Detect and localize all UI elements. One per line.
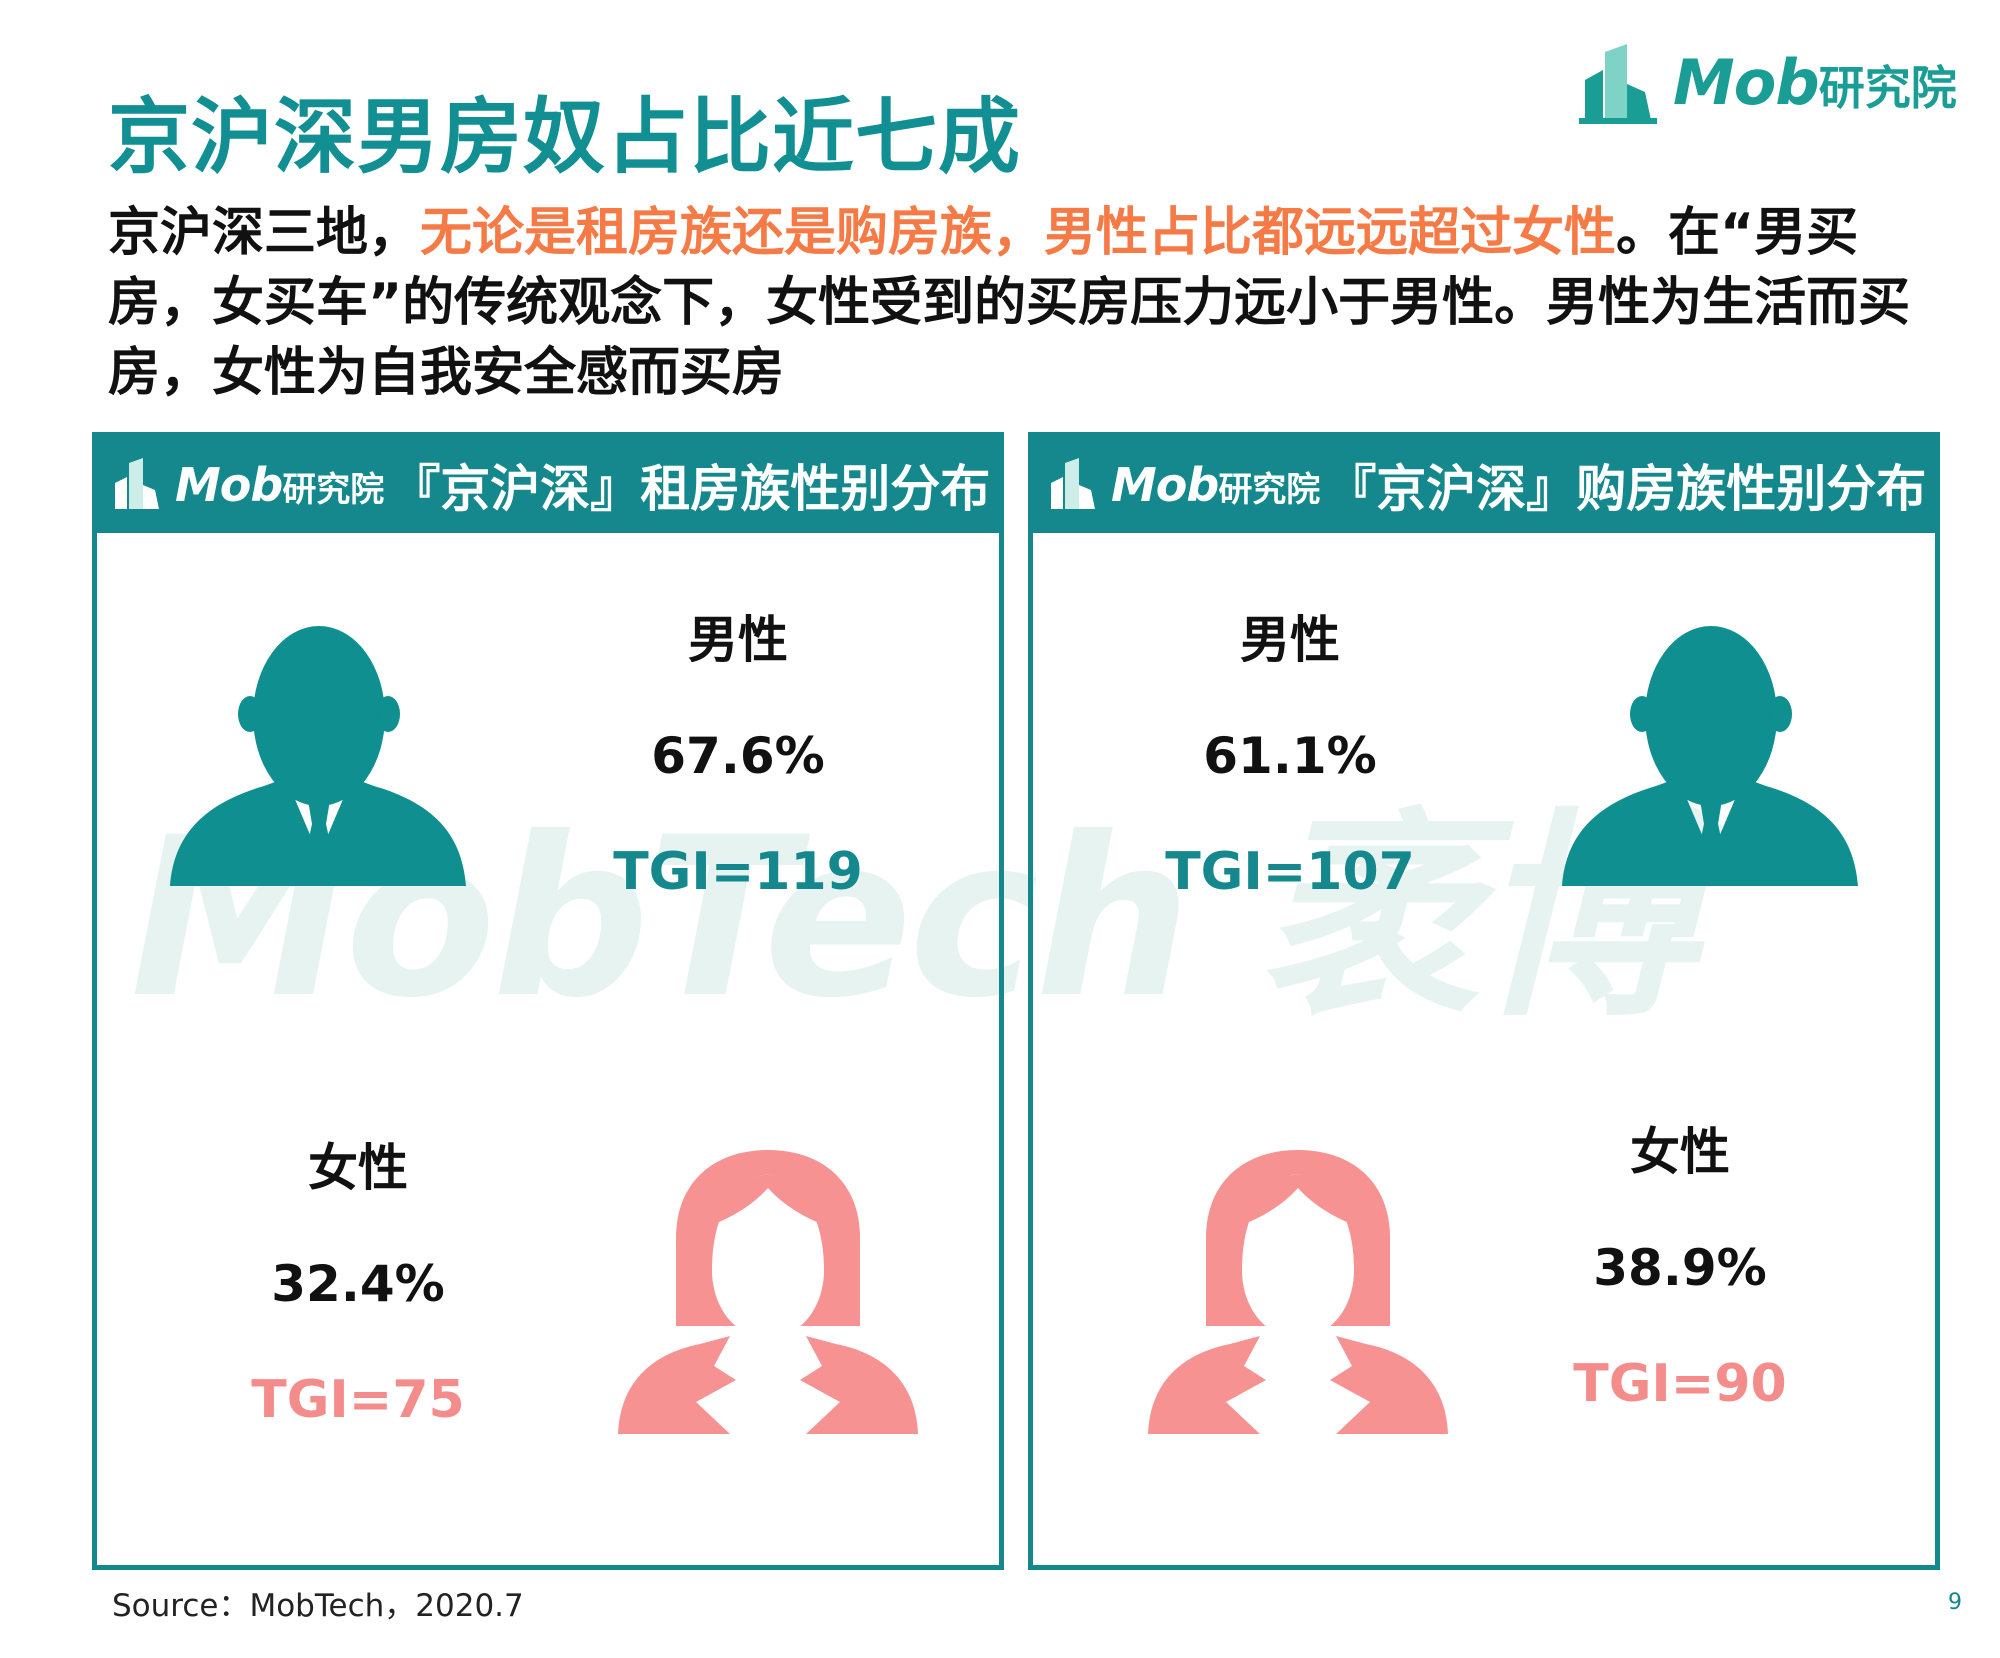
page-title: 京沪深男房奴占比近七成 bbox=[108, 90, 1022, 185]
gender-percent: 61.1% bbox=[1203, 727, 1377, 785]
building-logo-icon bbox=[115, 458, 159, 509]
gender-tgi: TGI=107 bbox=[1165, 842, 1415, 902]
male-person-icon bbox=[170, 626, 466, 886]
purchase-gender-panel: Mob研究院 『京沪深』购房族性别分布 bbox=[1028, 432, 1940, 1570]
panel-brand: Mob研究院 bbox=[1111, 458, 1321, 512]
purchase-male-stat: 男性 61.1% TGI=107 bbox=[1150, 608, 1430, 904]
gender-label: 女性 bbox=[1630, 1123, 1730, 1181]
panel-title: 『京沪深』租房族性别分布 bbox=[390, 460, 991, 518]
mob-logo: Mob研究院 bbox=[1575, 40, 1975, 140]
panel-title: 『京沪深』购房族性别分布 bbox=[1326, 460, 1927, 518]
lead-text-1: 京沪深三地， bbox=[108, 203, 421, 263]
source-note: Source：MobTech，2020.7 bbox=[112, 1588, 524, 1624]
page-number: 9 bbox=[1948, 1590, 1962, 1615]
gender-label: 女性 bbox=[308, 1139, 408, 1197]
lead-highlight: 无论是租房族还是购房族，男性占比都远远超过女性 bbox=[420, 203, 1617, 263]
rental-female-stat: 女性 32.4% TGI=75 bbox=[218, 1136, 498, 1432]
rental-gender-panel: Mob研究院 『京沪深』租房族性别分布 bbox=[92, 432, 1004, 1570]
lead-text-2: 。在“男买房，女买车”的传统观念下，女性受到的买房压力远小于男性。男性为生活而买… bbox=[108, 203, 1911, 403]
gender-tgi: TGI=90 bbox=[1573, 1354, 1787, 1414]
female-person-icon bbox=[1148, 1150, 1448, 1434]
gender-percent: 67.6% bbox=[651, 727, 825, 785]
logo-text: Mob研究院 bbox=[1673, 46, 1957, 119]
panel-header: Mob研究院 『京沪深』购房族性别分布 bbox=[1033, 437, 1935, 533]
gender-percent: 32.4% bbox=[271, 1255, 445, 1313]
gender-label: 男性 bbox=[1240, 611, 1340, 669]
lead-paragraph: 京沪深三地，无论是租房族还是购房族，男性占比都远远超过女性。在“男买房，女买车”… bbox=[108, 198, 1928, 408]
panel-header: Mob研究院 『京沪深』租房族性别分布 bbox=[97, 437, 999, 533]
panel-brand: Mob研究院 bbox=[175, 458, 385, 512]
building-logo-icon bbox=[1051, 458, 1095, 509]
gender-tgi: TGI=75 bbox=[251, 1370, 465, 1430]
rental-male-stat: 男性 67.6% TGI=119 bbox=[598, 608, 878, 904]
female-person-icon bbox=[618, 1150, 918, 1434]
building-logo-icon bbox=[1579, 44, 1657, 124]
purchase-female-stat: 女性 38.9% TGI=90 bbox=[1540, 1120, 1820, 1416]
gender-label: 男性 bbox=[688, 611, 788, 669]
gender-tgi: TGI=119 bbox=[613, 842, 863, 902]
gender-percent: 38.9% bbox=[1593, 1239, 1767, 1297]
male-person-icon bbox=[1562, 626, 1858, 886]
